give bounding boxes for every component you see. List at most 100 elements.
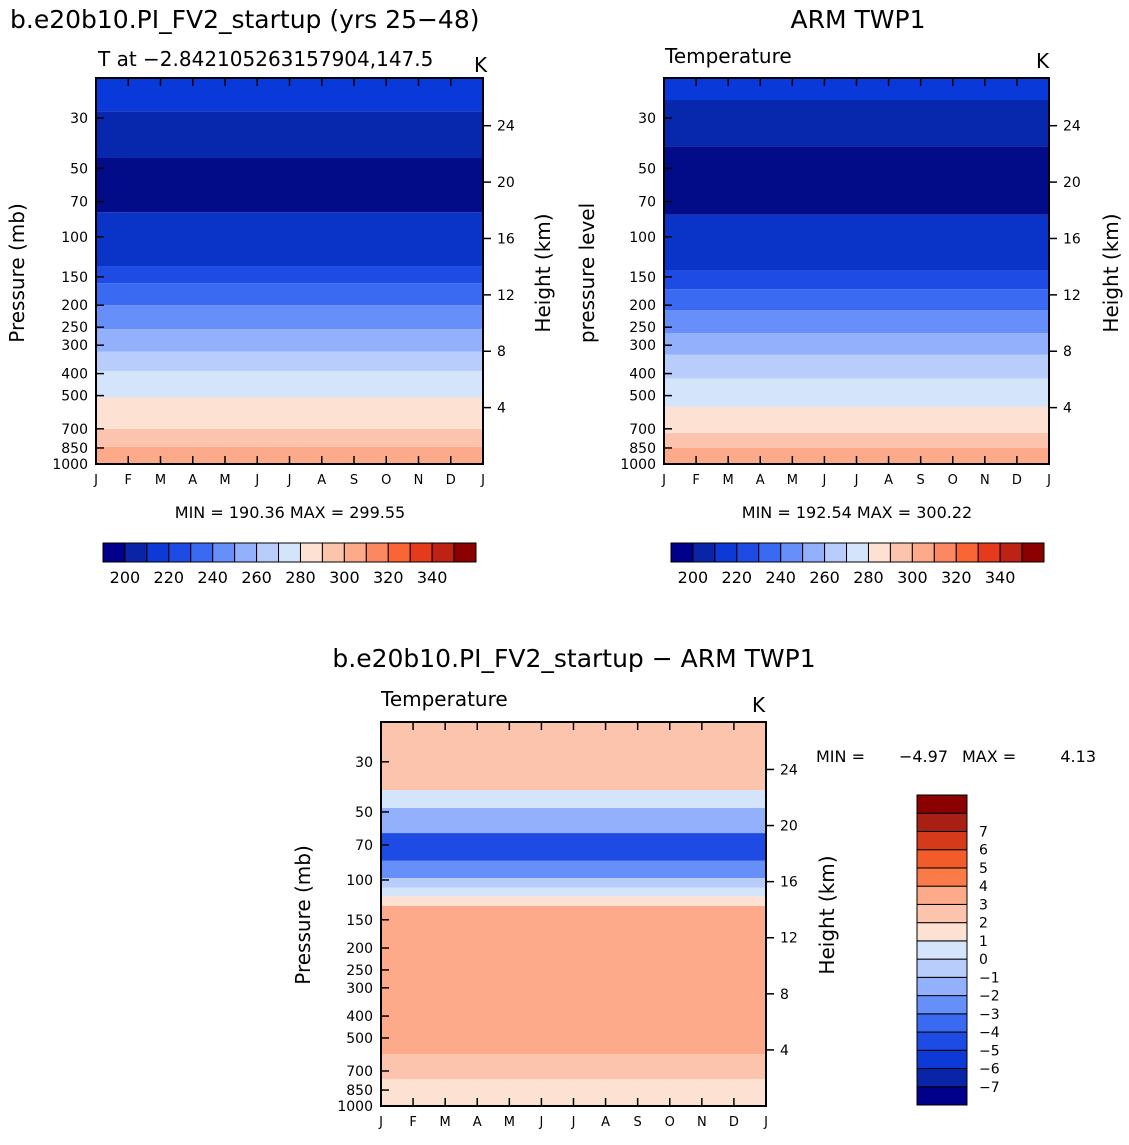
pressure-tick-label: 100	[61, 230, 88, 246]
colorbar-swatch	[409, 542, 433, 563]
contour-band	[381, 807, 766, 834]
height-tick-label: 24	[1063, 119, 1081, 135]
contour-band	[664, 406, 1049, 433]
colorbar-swatch	[102, 542, 126, 563]
contour-band	[381, 887, 766, 897]
pressure-tick-label: 500	[61, 389, 88, 405]
month-tick-label: N	[414, 473, 424, 488]
pressure-tick-label: 100	[346, 873, 373, 889]
contour-band	[96, 111, 483, 159]
height-tick-label: 8	[497, 344, 506, 360]
height-tick-label: 12	[780, 931, 798, 947]
colorbar-label: 4	[979, 879, 988, 895]
contour-band	[96, 158, 483, 213]
colorbar-label: 260	[809, 568, 840, 587]
panel-diff-title: b.e20b10.PI_FV2_startup − ARM TWP1	[332, 644, 815, 673]
pressure-tick-label: 850	[346, 1083, 373, 1099]
month-tick-label: M	[723, 473, 734, 488]
colorbar-label: 6	[979, 843, 988, 859]
month-tick-label: D	[446, 473, 456, 488]
month-tick-label: M	[440, 1115, 451, 1130]
contour-band	[96, 266, 483, 284]
month-tick-label: A	[884, 473, 893, 488]
colorbar-label: 240	[197, 568, 228, 587]
contour-band	[96, 329, 483, 352]
colorbar-swatch	[955, 542, 979, 563]
panel-diff-colorbar: 7 6 5 4 3 2 1 0 −1 −2 −3 −4 −5 −6 −7	[916, 794, 1000, 1106]
pressure-tick-label: 300	[346, 981, 373, 997]
contour-band	[381, 1054, 766, 1080]
colorbar-swatch	[124, 542, 148, 563]
contour-band	[664, 378, 1049, 407]
pressure-tick-label: 500	[346, 1031, 373, 1047]
colorbar-swatch	[736, 542, 760, 563]
contour-band	[664, 146, 1049, 215]
month-tick-label: M	[787, 473, 798, 488]
panel-diff-plot: J F M A M J J A S O N D J 30 50 70 100 150 200 250 300 400 500…	[337, 721, 798, 1130]
panel-diff-subtitle: Temperature	[380, 687, 508, 711]
pressure-tick-label: 30	[638, 111, 656, 127]
pressure-tick-label: 500	[629, 389, 656, 405]
contour-band	[664, 310, 1049, 333]
contour-band	[381, 722, 766, 791]
colorbar-swatch	[889, 542, 913, 563]
panel-model-stats: MIN = 190.36 MAX = 299.55	[175, 503, 405, 522]
colorbar-swatch	[758, 542, 782, 563]
colorbar-label: 3	[979, 897, 988, 913]
colorbar-swatch	[846, 542, 869, 563]
month-tick-label: J	[763, 1115, 768, 1130]
colorbar-swatch	[916, 976, 968, 997]
panel-diff-stats-max-label: MAX =	[962, 747, 1016, 766]
month-tick-label: N	[697, 1115, 707, 1130]
colorbar-swatch	[714, 542, 738, 563]
pressure-tick-label: 700	[346, 1064, 373, 1080]
month-tick-label: F	[125, 473, 132, 488]
contour-band	[381, 896, 766, 906]
month-tick-label: J	[254, 473, 259, 488]
month-tick-label: A	[317, 473, 326, 488]
panel-obs-colorbar: 200 220 240 260 280 300 320 340	[670, 542, 1045, 587]
pressure-tick-label: 50	[70, 161, 88, 177]
pressure-tick-label: 70	[70, 195, 88, 211]
month-tick-label: J	[538, 1115, 543, 1130]
pressure-tick-label: 70	[355, 838, 373, 854]
pressure-tick-label: 700	[61, 422, 88, 438]
colorbar-label: 220	[722, 568, 753, 587]
pressure-tick-label: 300	[629, 338, 656, 354]
contour-band	[664, 289, 1049, 311]
colorbar-swatch	[234, 542, 258, 563]
panel-obs-y2label: Height (km)	[1099, 213, 1123, 332]
contour-band	[664, 332, 1049, 355]
contour-band	[96, 428, 483, 447]
colorbar-label: −6	[979, 1062, 1000, 1078]
contour-band	[381, 790, 766, 808]
month-tick-label: J	[378, 1115, 383, 1130]
panel-model-y2label: Height (km)	[531, 213, 555, 332]
pressure-tick-label: 50	[638, 161, 656, 177]
colorbar-swatch	[146, 542, 170, 563]
colorbar-label: 280	[853, 568, 884, 587]
pressure-tick-label: 1000	[52, 457, 88, 473]
month-tick-label: J	[661, 473, 666, 488]
colorbar-swatch	[999, 542, 1023, 563]
colorbar-swatch	[916, 903, 968, 924]
panel-diff-units: K	[752, 693, 766, 717]
pressure-tick-label: 250	[61, 320, 88, 336]
pressure-tick-label: 300	[61, 338, 88, 354]
month-tick-label: A	[756, 473, 765, 488]
month-tick-label: J	[854, 473, 859, 488]
contour-band	[381, 905, 766, 1055]
pressure-tick-label: 70	[638, 195, 656, 211]
contour-band	[381, 877, 766, 888]
colorbar-label: 300	[897, 568, 928, 587]
panel-obs-subtitle: Temperature	[664, 44, 792, 68]
month-tick-label: O	[948, 473, 958, 488]
colorbar-swatch	[916, 958, 968, 978]
colorbar-swatch	[916, 1013, 968, 1033]
contour-band	[664, 354, 1049, 379]
month-tick-label: F	[409, 1115, 416, 1130]
panel-model-subtitle: T at −2.842105263157904,147.5	[97, 47, 433, 71]
contour-band	[381, 833, 766, 861]
colorbar-swatch	[916, 1049, 968, 1070]
pressure-tick-label: 50	[355, 805, 373, 821]
